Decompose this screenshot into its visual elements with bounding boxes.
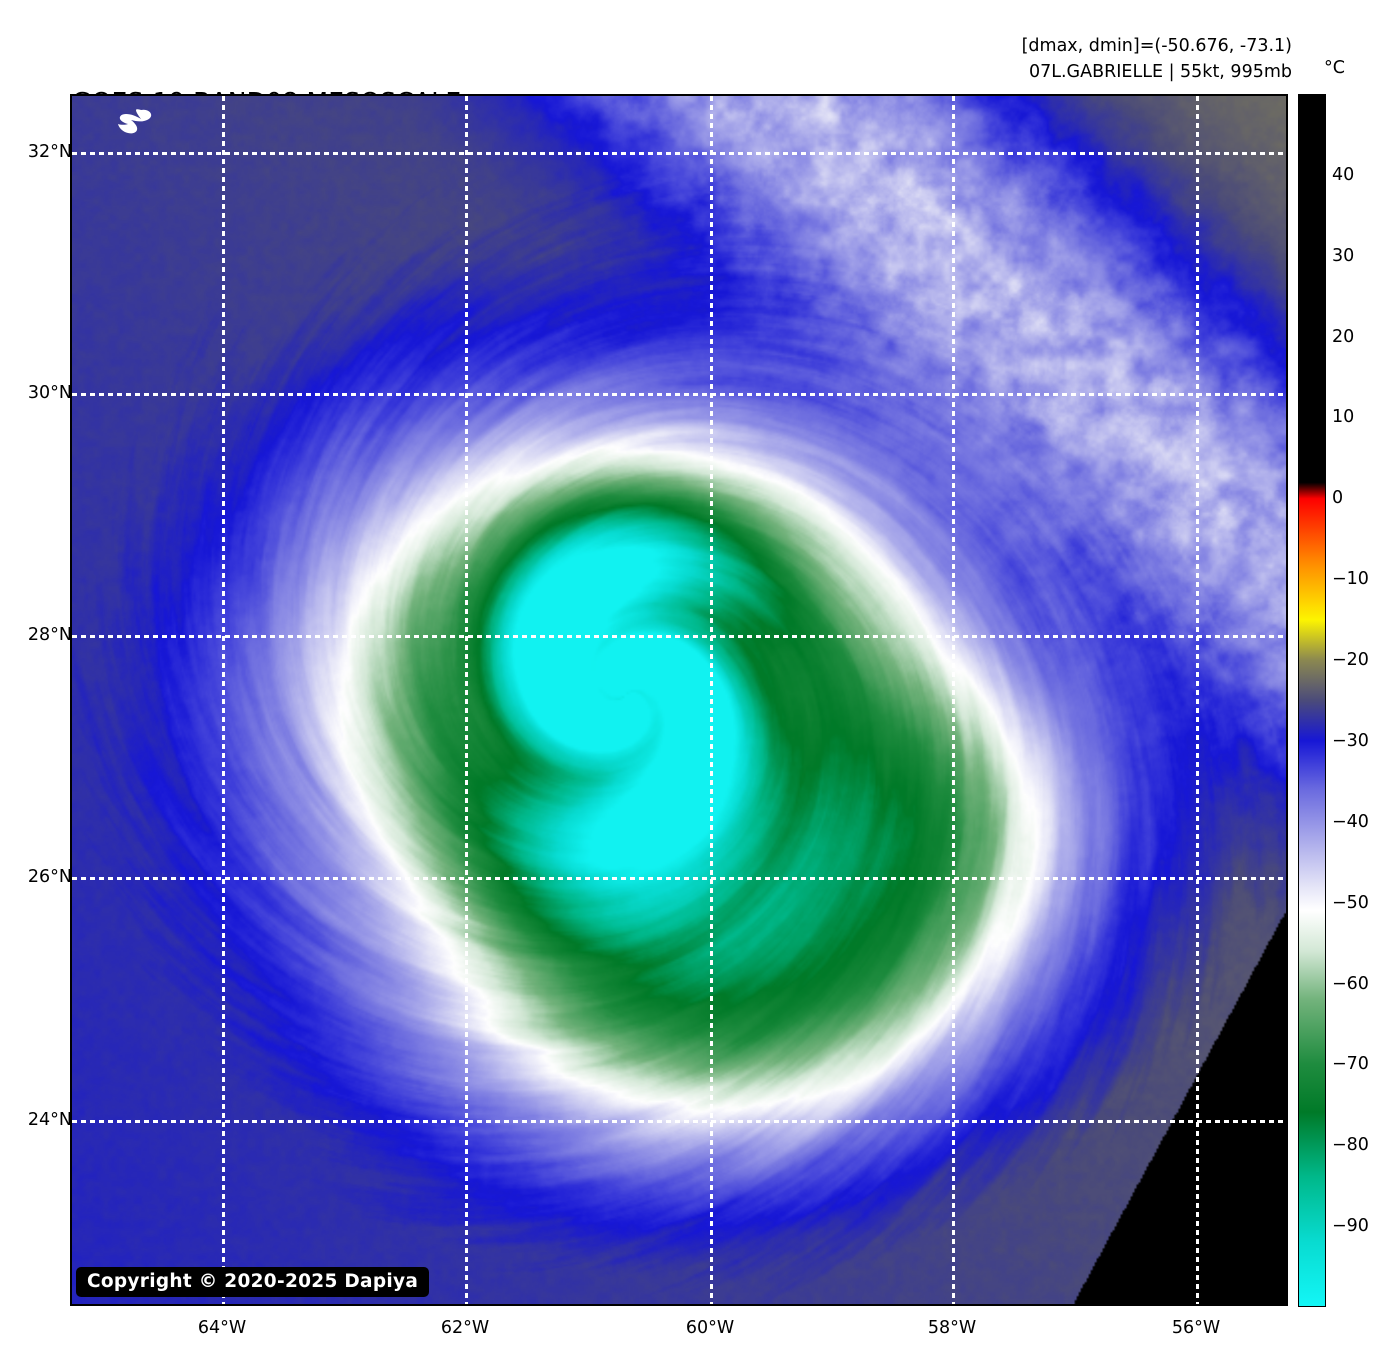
colorbar-tick-label: 30 [1332,245,1355,266]
satellite-imagery [72,96,1286,1304]
colorbar-tick-label: −50 [1332,892,1369,913]
latitude-tick-label: 30°N [27,383,72,403]
dmax-dmin-label: [dmax, dmin]=(-50.676, -73.1) [1021,36,1292,56]
colorbar-tick-label: −30 [1332,730,1369,751]
tropical-cyclone-symbol-icon [118,109,152,134]
latitude-tick-label: 32°N [27,142,72,162]
colorbar[interactable] [1298,94,1326,1307]
colorbar-tick-label: 20 [1332,326,1355,347]
latitude-tick-label: 28°N [27,625,72,645]
colorbar-tick-label: −90 [1332,1216,1369,1237]
colorbar-tick-label: −10 [1332,569,1369,590]
colorbar-tick-label: 10 [1332,407,1355,428]
longitude-tick-label: 64°W [197,1318,247,1338]
colorbar-tick-label: −70 [1332,1054,1369,1075]
colorbar-tick-label: 40 [1332,164,1355,185]
colorbar-tick-label: −20 [1332,650,1369,671]
colorbar-unit-label: °C [1324,58,1345,78]
satellite-map-panel[interactable]: Copyright © 2020-2025 Dapiya [70,94,1288,1306]
storm-info-label: 07L.GABRIELLE | 55kt, 995mb [1028,62,1292,83]
latitude-tick-label: 26°N [27,867,72,887]
latitude-tick-label: 24°N [27,1110,72,1130]
longitude-tick-label: 60°W [685,1318,735,1338]
longitude-tick-label: 62°W [440,1318,490,1338]
colorbar-gradient [1299,95,1325,1306]
header-right: [dmax, dmin]=(-50.676, -73.1) 07L.GABRIE… [1022,33,1292,86]
colorbar-tick-label: −80 [1332,1135,1369,1156]
colorbar-tick-label: 0 [1332,488,1344,509]
copyright-watermark: Copyright © 2020-2025 Dapiya [76,1267,430,1297]
longitude-tick-label: 56°W [1171,1318,1221,1338]
colorbar-tick-label: −60 [1332,973,1369,994]
colorbar-tick-label: −40 [1332,811,1369,832]
longitude-tick-label: 58°W [927,1318,977,1338]
